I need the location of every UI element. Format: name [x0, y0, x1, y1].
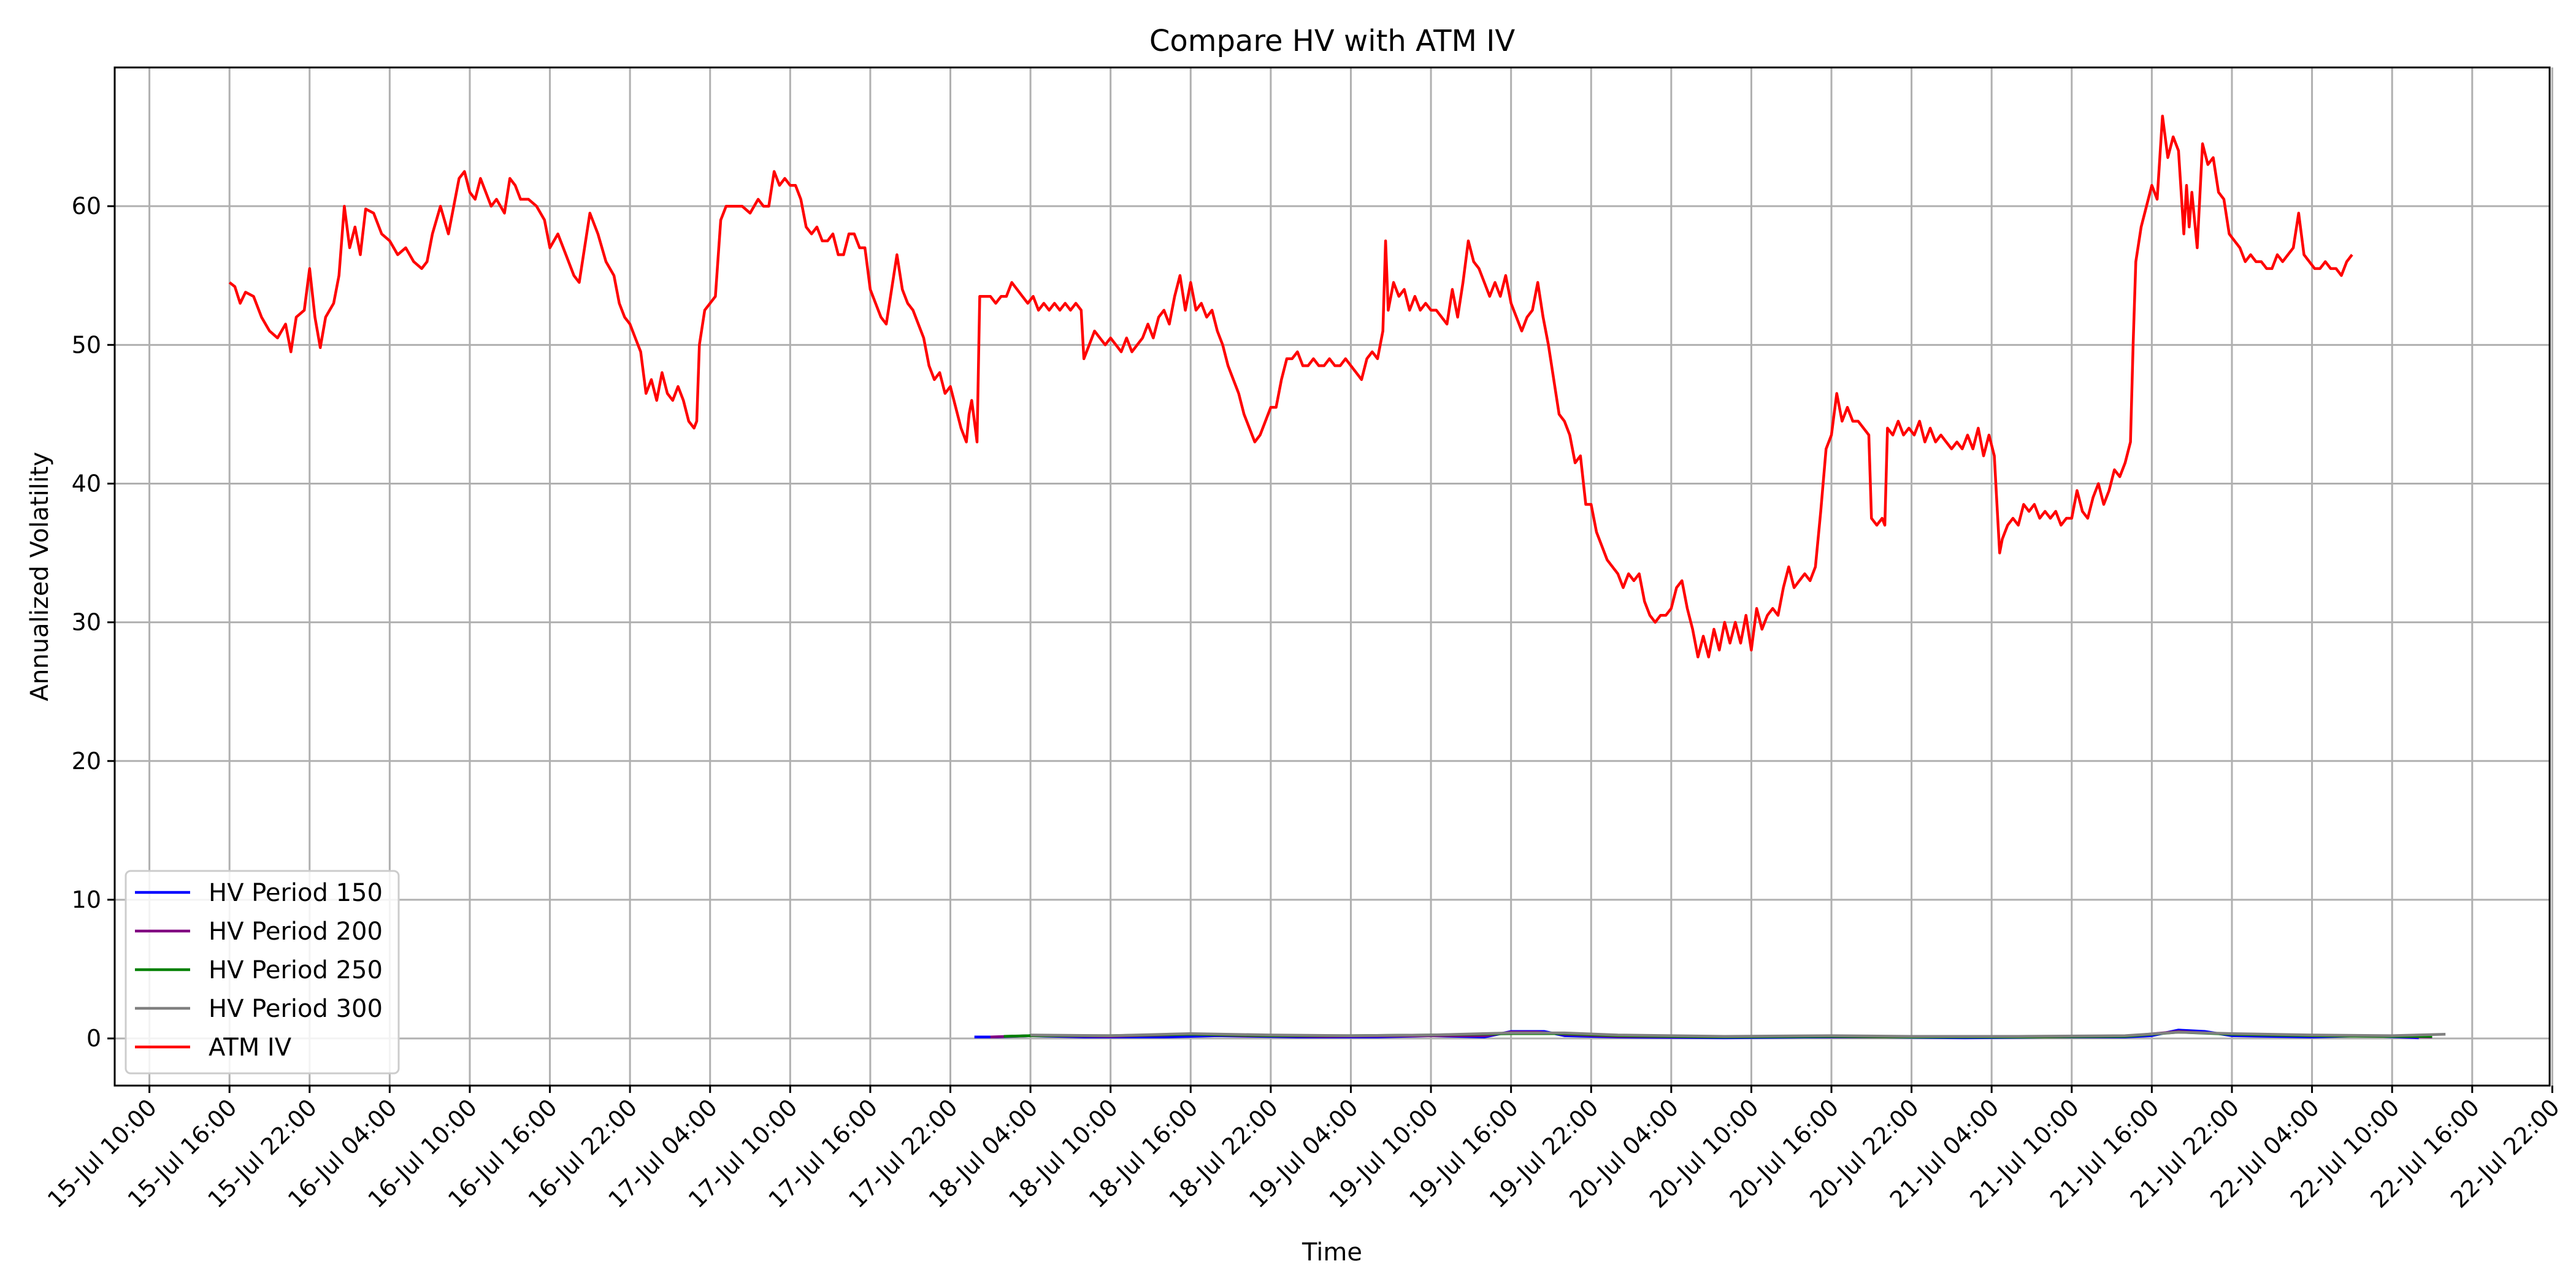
y-tick-label: 60: [72, 193, 101, 220]
y-axis-label: Annualized Volatility: [26, 452, 54, 702]
plot-frame: [113, 66, 2551, 1087]
series-line-hv-period-300: [1030, 1030, 2446, 1038]
y-tick-label: 50: [72, 331, 101, 358]
grid: [115, 67, 2553, 1086]
y-axis: 0 10 20 30 40 50 60: [72, 193, 115, 1052]
chart-title: Compare HV with ATM IV: [1149, 24, 1516, 58]
y-tick-label: 30: [72, 609, 101, 636]
y-tick-label: 20: [72, 748, 101, 775]
y-tick-label: 40: [72, 470, 101, 497]
legend: HV Period 150 HV Period 200 HV Period 250 H…: [125, 870, 400, 1075]
legend-label: ATM IV: [209, 1033, 292, 1062]
legend-label: HV Period 300: [209, 995, 383, 1023]
legend-label: HV Period 200: [209, 918, 383, 946]
x-axis-label: Time: [1301, 1238, 1362, 1267]
series-line-atm-iv: [228, 114, 2353, 659]
legend-box: [125, 870, 400, 1075]
y-tick-label: 0: [86, 1025, 101, 1052]
y-tick-label: 10: [72, 886, 101, 913]
legend-label: HV Period 150: [209, 879, 383, 907]
legend-label: HV Period 250: [209, 956, 383, 984]
series-layer: [228, 114, 2446, 1040]
